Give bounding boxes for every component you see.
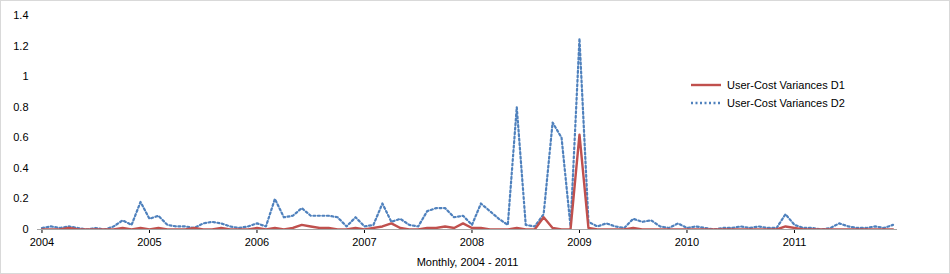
svg-text:Monthly, 2004 - 2011: Monthly, 2004 - 2011 — [417, 256, 519, 268]
svg-text:1.2: 1.2 — [13, 40, 28, 52]
svg-text:1: 1 — [22, 70, 28, 82]
svg-text:0.2: 0.2 — [13, 192, 28, 204]
svg-text:0: 0 — [22, 223, 28, 235]
svg-text:2007: 2007 — [352, 236, 376, 248]
svg-text:2006: 2006 — [245, 236, 269, 248]
html-text:User-Cost Variances D1: User-Cost Variances D1 — [727, 79, 845, 91]
svg-text:2005: 2005 — [137, 236, 161, 248]
svg-text:2004: 2004 — [30, 236, 54, 248]
svg-text:0.8: 0.8 — [13, 101, 28, 113]
svg-text:2011: 2011 — [783, 236, 807, 248]
svg-text:2008: 2008 — [460, 236, 484, 248]
svg-text:2010: 2010 — [675, 236, 699, 248]
html-text:User-Cost Variances D2: User-Cost Variances D2 — [727, 97, 845, 109]
svg-text:0.4: 0.4 — [13, 162, 28, 174]
svg-text:0.6: 0.6 — [13, 131, 28, 143]
svg-text:2009: 2009 — [567, 236, 591, 248]
svg-text:1.4: 1.4 — [13, 9, 28, 21]
